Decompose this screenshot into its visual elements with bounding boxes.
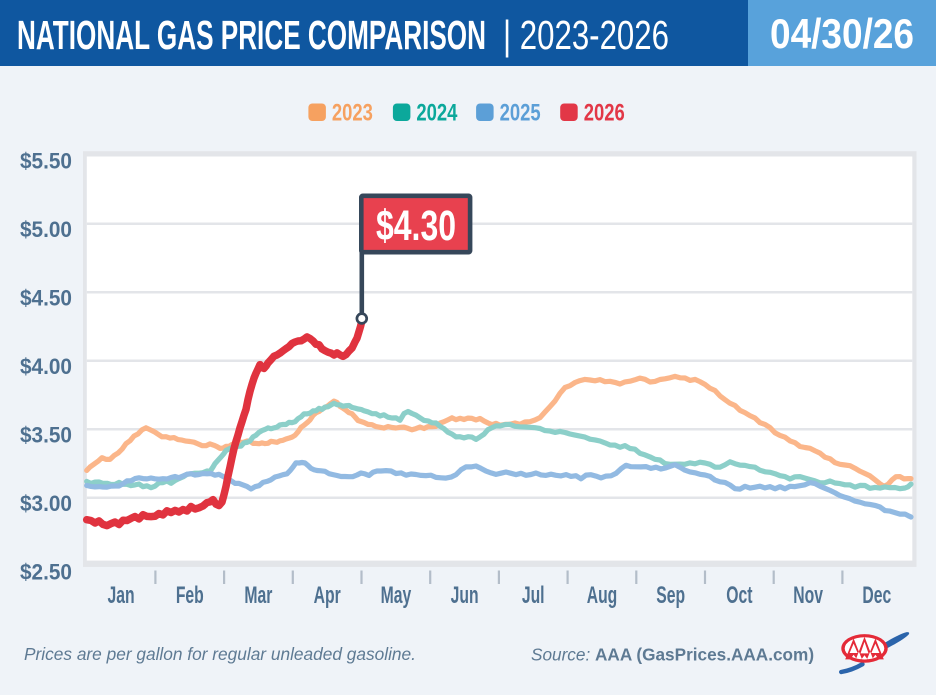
svg-text:$2.50: $2.50	[20, 560, 72, 585]
svg-text:Dec: Dec	[862, 582, 891, 609]
svg-text:| 2023-2026: | 2023-2026	[503, 12, 669, 58]
svg-text:2025: 2025	[500, 100, 541, 127]
svg-text:Jul: Jul	[522, 582, 545, 609]
svg-text:Sep: Sep	[656, 582, 685, 609]
svg-text:Jun: Jun	[451, 582, 479, 609]
svg-text:04/30/26: 04/30/26	[770, 10, 914, 57]
svg-text:Feb: Feb	[176, 582, 204, 609]
svg-text:Source: AAA (GasPrices.AAA.com: Source: AAA (GasPrices.AAA.com)	[531, 645, 814, 665]
svg-text:Oct: Oct	[726, 582, 752, 609]
svg-text:Jan: Jan	[108, 582, 135, 609]
svg-text:NATIONAL GAS PRICE COMPARISON: NATIONAL GAS PRICE COMPARISON	[17, 12, 486, 58]
svg-text:Nov: Nov	[793, 582, 823, 609]
svg-text:2026: 2026	[584, 100, 625, 127]
svg-text:Mar: Mar	[244, 582, 272, 609]
svg-text:Aug: Aug	[587, 582, 618, 609]
svg-text:$4.30: $4.30	[376, 202, 456, 250]
svg-text:$5.50: $5.50	[20, 149, 72, 174]
svg-text:$3.00: $3.00	[20, 491, 72, 516]
svg-text:2023: 2023	[332, 100, 373, 127]
svg-text:$3.50: $3.50	[20, 423, 72, 448]
svg-text:$4.50: $4.50	[20, 286, 72, 311]
svg-text:2024: 2024	[416, 100, 458, 127]
svg-text:$5.00: $5.00	[20, 217, 72, 242]
svg-text:Apr: Apr	[314, 582, 341, 609]
svg-text:May: May	[381, 582, 412, 609]
svg-text:Prices are per gallon for regu: Prices are per gallon for regular unlead…	[24, 644, 416, 664]
svg-text:$4.00: $4.00	[20, 354, 72, 379]
